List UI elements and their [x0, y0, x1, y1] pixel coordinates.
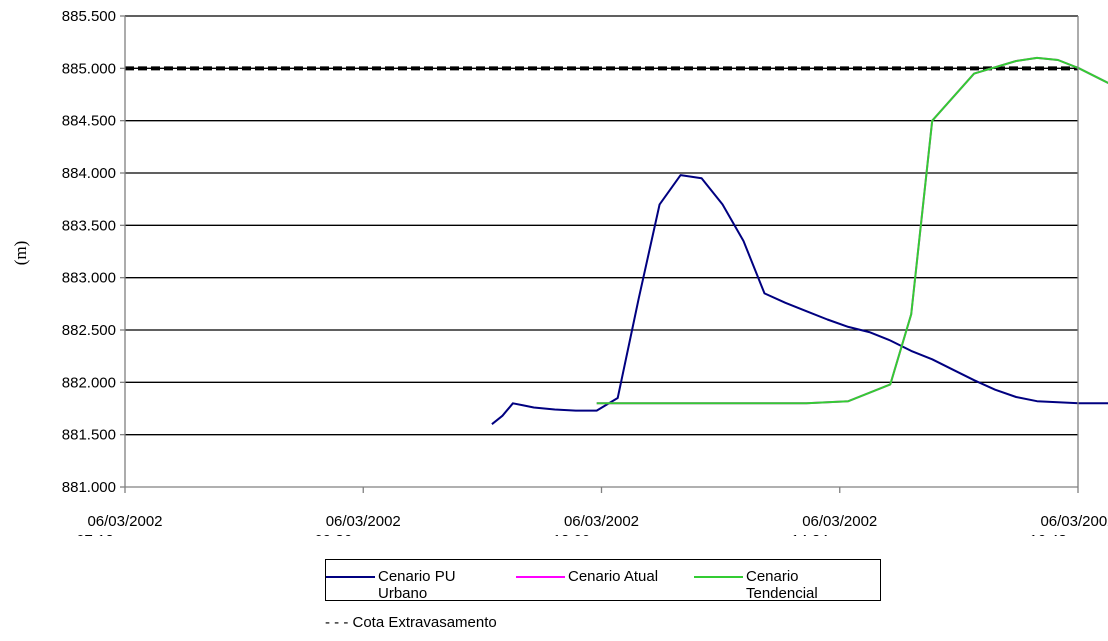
legend-swatch-tendencial — [694, 576, 743, 578]
y-tick-label-7: 884.500 — [62, 113, 116, 130]
legend: Cenario PU Urbano Cenario Atual Cenario … — [325, 559, 881, 601]
gridlines — [125, 15, 1078, 436]
y-tick-label-6: 884.000 — [62, 165, 116, 182]
x-tick-label-4: 06/03/2002 — [1040, 513, 1108, 530]
x-tick-label-0: 06/03/2002 — [87, 513, 162, 530]
legend-label-cota: - - - Cota Extravasamento — [325, 614, 497, 631]
axes — [120, 15, 1079, 493]
y-tick-label-0: 881.000 — [62, 479, 116, 496]
legend-item-atual: Cenario Atual — [516, 568, 694, 600]
legend-label-atual: Cenario Atual — [568, 568, 659, 585]
x-tick-labels: 06/03/2002 07:12 06/03/2002 09:36 06/03/2002… — [76, 513, 1108, 549]
legend-label-pu-urbano: Cenario PU Urbano — [378, 568, 456, 600]
legend-swatch-atual — [516, 576, 565, 578]
y-tick-label-4: 883.000 — [62, 270, 116, 287]
x-tick-label-3: 06/03/2002 — [802, 513, 877, 530]
y-tick-label-1: 881.500 — [62, 427, 116, 444]
legend-item-tendencial: Cenario Tendencial — [694, 568, 880, 600]
y-tick-label-2: 882.000 — [62, 374, 116, 391]
legend-swatch-pu-urbano — [326, 576, 375, 578]
x-tick-label-group: 06/03/2002 07:12 06/03/2002 09:36 06/03/2002… — [76, 513, 1108, 549]
series-line-0 — [491, 174, 1108, 425]
x-tick-label-time-1: 09:36 — [314, 532, 352, 549]
y-tick-label-3: 882.500 — [62, 322, 116, 339]
x-tick-label-2: 06/03/2002 — [564, 513, 639, 530]
x-tick-label-time-2: 12:00 — [553, 532, 591, 549]
y-tick-label-9: 885.500 — [62, 8, 116, 25]
x-tick-label-time-0: 07:12 — [76, 532, 114, 549]
series-line-1 — [596, 56, 1108, 405]
series-group — [491, 56, 1108, 425]
x-tick-label-1: 06/03/2002 — [326, 513, 401, 530]
y-tick-labels: 881.000 881.500 882.000 882.500 883.000 883.5… — [62, 8, 116, 496]
legend-label-tendencial: Cenario Tendencial — [746, 568, 818, 600]
series-line-2 — [596, 56, 1108, 405]
y-tick-label-8: 885.000 — [62, 60, 116, 77]
x-tick-label-time-4: 16:48 — [1029, 532, 1067, 549]
y-axis-label: (m) — [11, 241, 30, 266]
legend-item-pu-urbano: Cenario PU Urbano — [326, 568, 516, 600]
x-tick-label-time-3: 14:24 — [791, 532, 829, 549]
y-tick-label-5: 883.500 — [62, 217, 116, 234]
